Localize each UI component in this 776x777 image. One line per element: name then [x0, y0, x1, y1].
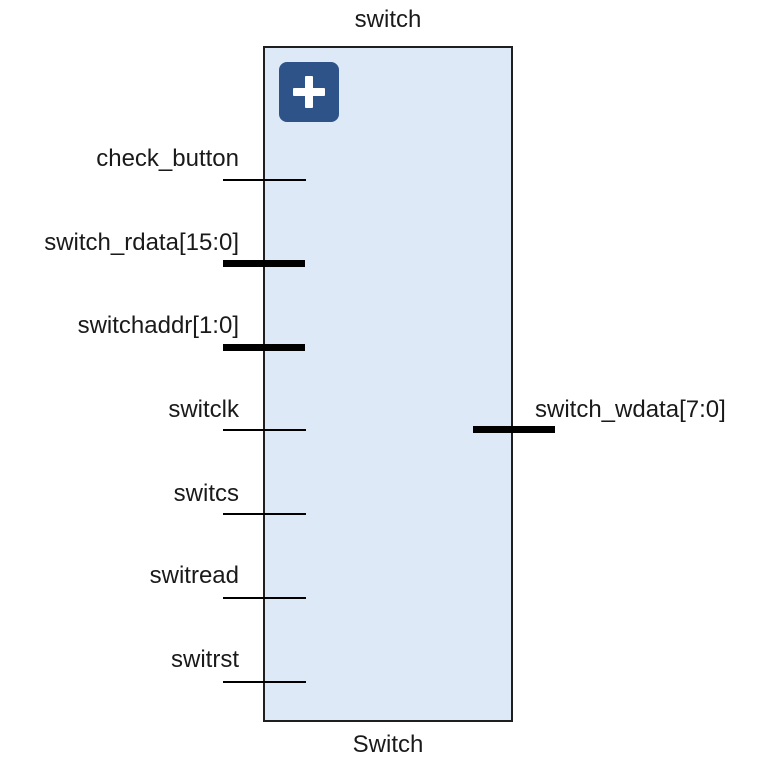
port-label-switcs: switcs — [173, 480, 239, 507]
port-wire-check-button[interactable] — [223, 179, 306, 181]
port-wire-switread[interactable] — [223, 597, 306, 599]
port-label-switch-wdata: switch_wdata[7:0] — [535, 396, 726, 423]
port-bus-switch-rdata[interactable] — [223, 260, 305, 267]
instance-name: switch — [354, 6, 422, 33]
port-bus-switchaddr[interactable] — [223, 344, 305, 351]
port-label-switchaddr: switchaddr[1:0] — [77, 312, 239, 339]
port-wire-switrst[interactable] — [223, 681, 306, 683]
port-wire-switclk[interactable] — [223, 429, 306, 431]
port-label-switclk: switclk — [168, 396, 239, 423]
expand-button[interactable] — [279, 62, 339, 122]
port-label-switch-rdata: switch_rdata[15:0] — [44, 229, 239, 256]
port-wire-switcs[interactable] — [223, 513, 306, 515]
port-label-switrst: switrst — [171, 646, 239, 673]
module-block[interactable] — [263, 46, 513, 722]
port-bus-switch-wdata[interactable] — [473, 426, 555, 433]
module-name: Switch — [352, 731, 424, 758]
port-label-check-button: check_button — [96, 145, 239, 172]
port-label-switread: switread — [149, 562, 239, 589]
